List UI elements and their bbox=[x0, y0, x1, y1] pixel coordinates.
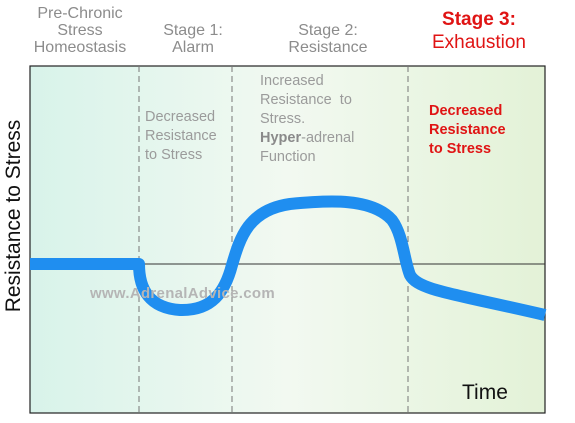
note-stage1-line1: Decreased bbox=[145, 109, 216, 125]
note-stage2-line4-rest: -adrenal bbox=[301, 130, 355, 146]
note-stage3-line2: Resistance bbox=[429, 122, 506, 138]
note-stage3: Decreased Resistance to Stress bbox=[429, 102, 506, 159]
note-stage1: Decreased Resistance to Stress bbox=[145, 108, 217, 165]
resistance-curve bbox=[30, 195, 547, 321]
header-stage2: Stage 2: Resistance bbox=[268, 22, 388, 56]
note-stage3-line3: to Stress bbox=[429, 141, 492, 157]
header-pre-chronic: Pre-Chronic Stress Homeostasis bbox=[25, 5, 135, 56]
header-stage2-title: Stage 2: bbox=[298, 22, 358, 39]
header-pre-chronic-line2: Stress bbox=[57, 22, 103, 39]
plot-area bbox=[29, 65, 546, 414]
note-stage2-line3: Stress. bbox=[260, 111, 306, 127]
note-stage2-line4: Hyper-adrenal bbox=[260, 129, 354, 148]
header-stage1-sub: Alarm bbox=[172, 39, 214, 56]
header-stage1: Stage 1: Alarm bbox=[145, 22, 241, 56]
note-stage1-line3: to Stress bbox=[145, 147, 203, 163]
note-stage2-bold: Hyper bbox=[260, 130, 302, 146]
watermark: www.AdrenalAdvice.com bbox=[90, 285, 275, 302]
header-stage3-title: Stage 3: bbox=[442, 9, 516, 30]
note-stage2-line5: Function bbox=[260, 149, 316, 165]
note-stage2-line2: Resistance to bbox=[260, 92, 352, 108]
header-stage3: Stage 3: Exhaustion bbox=[420, 9, 538, 55]
header-stage2-sub: Resistance bbox=[288, 39, 368, 56]
header-stage1-title: Stage 1: bbox=[163, 22, 223, 39]
header-pre-chronic-line3: Homeostasis bbox=[33, 39, 127, 56]
x-axis-label: Time bbox=[462, 381, 508, 404]
note-stage3-line1: Decreased bbox=[429, 103, 503, 119]
header-pre-chronic-line1: Pre-Chronic bbox=[37, 5, 123, 22]
note-stage1-line2: Resistance bbox=[145, 128, 217, 144]
y-axis-label: Resistance to Stress bbox=[2, 119, 25, 313]
header-stage3-sub: Exhaustion bbox=[431, 32, 526, 53]
note-stage2-line1: Increased bbox=[260, 73, 324, 89]
note-stage2: Increased Resistance to Stress. Hyper-ad… bbox=[260, 72, 354, 167]
